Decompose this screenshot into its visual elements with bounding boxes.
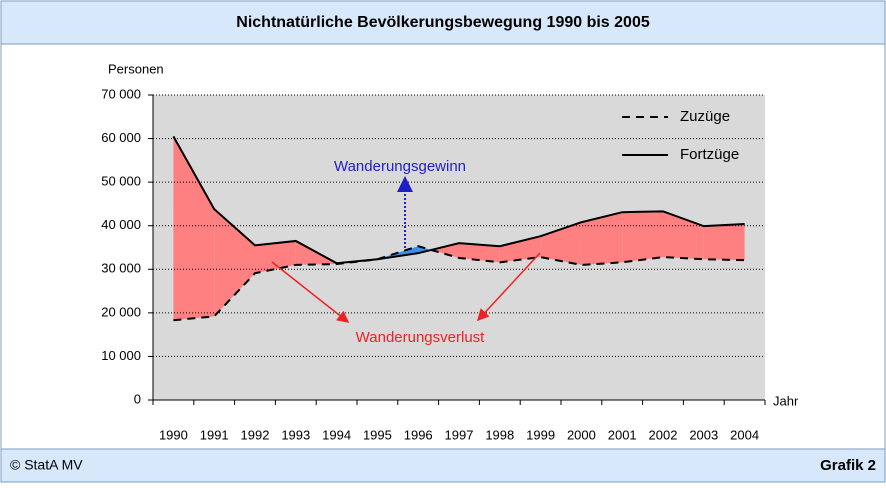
x-tick-label: 1998 (485, 427, 514, 442)
x-tick-label: 1997 (445, 427, 474, 442)
area (255, 240, 296, 274)
x-tick-label: 1999 (526, 427, 555, 442)
y-tick-label: 60 000 (101, 130, 141, 145)
area (622, 211, 663, 263)
x-tick-label: 2003 (689, 427, 718, 442)
area (459, 243, 500, 263)
y-tick-label: 50 000 (101, 174, 141, 189)
x-tick-label: 1990 (159, 427, 188, 442)
y-tick-label: 0 (134, 391, 141, 406)
footer-right: Grafik 2 (820, 457, 876, 474)
line (173, 245, 745, 322)
x-tick-label: 2002 (649, 427, 678, 442)
x-tick-label: 1995 (363, 427, 392, 442)
annotation-arrow (476, 252, 541, 322)
title-bar (0, 0, 886, 45)
legend-label: Fortzüge (680, 146, 739, 163)
area (703, 223, 745, 261)
x-tick-label: 1991 (200, 427, 229, 442)
area (431, 243, 459, 258)
x-tick-label: 2004 (730, 427, 759, 442)
y-tick-label: 10 000 (101, 348, 141, 363)
annotation-arrow (271, 261, 350, 323)
x-tick-label: 1992 (241, 427, 270, 442)
x-tick-label: 1994 (322, 427, 351, 442)
footer-left: © StatA MV (10, 457, 83, 473)
y-axis-label: Personen (108, 61, 164, 76)
x-axis-label: Jahr (773, 393, 799, 408)
x-tick-label: 2001 (608, 427, 637, 442)
area (214, 209, 255, 317)
x-tick-label: 1993 (281, 427, 310, 442)
chart-title: Nichtnatürliche Bevölkerungsbewegung 199… (236, 14, 650, 31)
footer-bar (0, 448, 886, 483)
x-tick-label: 1996 (404, 427, 433, 442)
y-tick-label: 40 000 (101, 217, 141, 232)
x-tick-label: 2000 (567, 427, 596, 442)
line (172, 135, 745, 265)
y-tick-label: 20 000 (101, 304, 141, 319)
annotation: Wanderungsverlust (356, 329, 486, 346)
y-tick-label: 70 000 (101, 86, 141, 101)
y-tick-label: 30 000 (101, 261, 141, 276)
annotation: Wanderungsgewinn (334, 158, 466, 175)
area (499, 236, 541, 263)
legend-label: Zuzüge (680, 108, 730, 125)
